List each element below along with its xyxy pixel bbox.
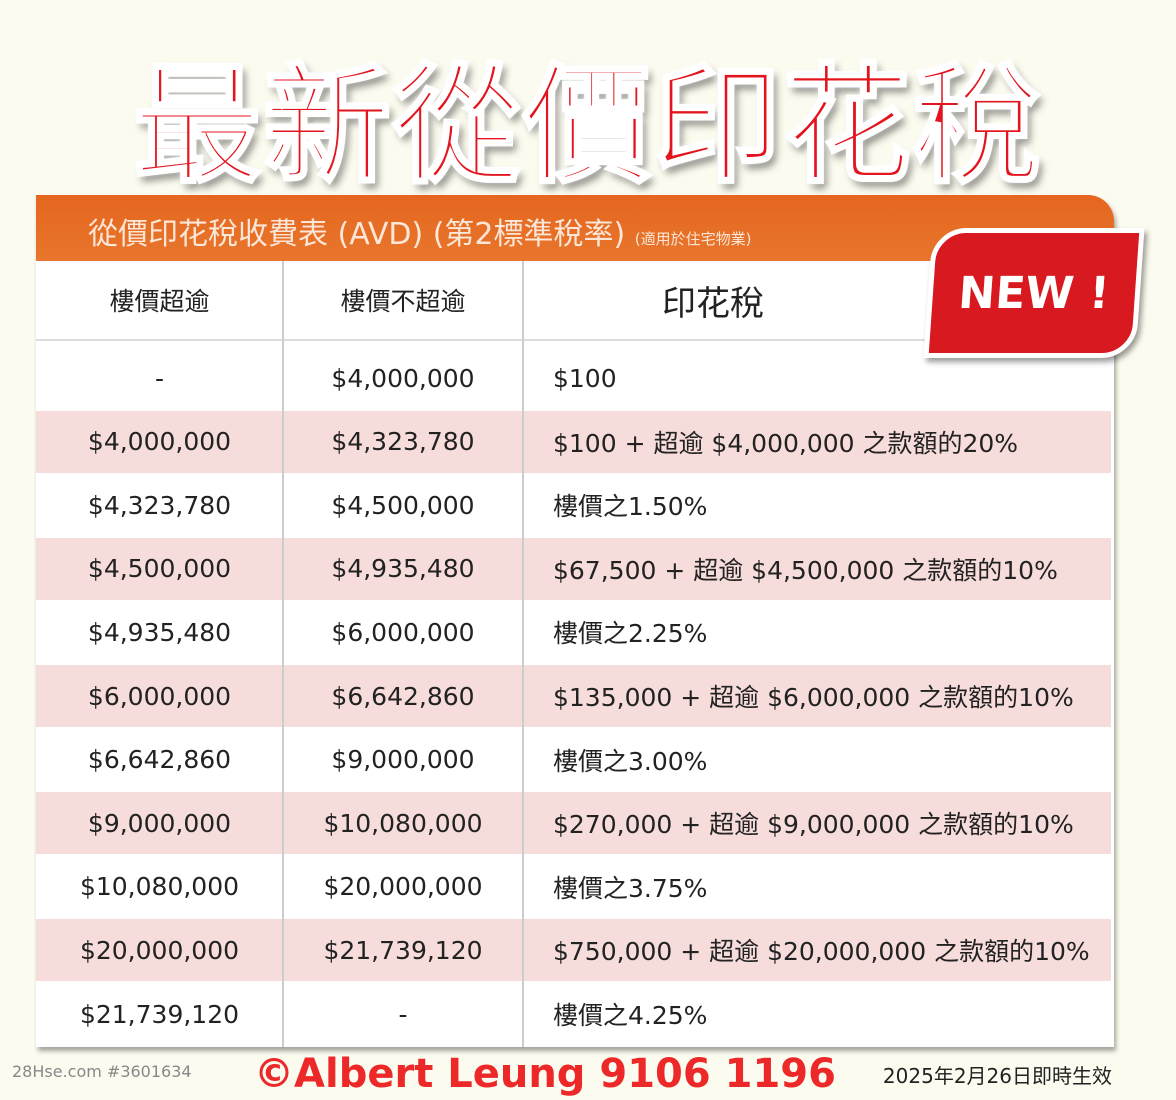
price-not-above-cell: $10,080,000 <box>323 808 483 838</box>
table-row: $4,323,780 $4,500,000 樓價之1.50% <box>36 474 1111 536</box>
stamp-duty-cell: 樓價之3.00% <box>553 746 708 776</box>
price-above-cell: $21,739,120 <box>79 999 240 1029</box>
table-row: $6,000,000 $6,642,860 $135,000 + 超逾 $6,000… <box>36 665 1111 727</box>
price-above-cell: $9,000,000 <box>87 808 232 838</box>
stamp-duty-cell: 樓價之2.25% <box>553 619 708 649</box>
stamp-duty-cell: 樓價之1.50% <box>553 492 708 522</box>
header-price-not-above: 樓價不超逾 <box>340 287 466 316</box>
effective-date: 2025年2月26日即時生效 <box>882 1064 1112 1088</box>
new-badge: NEW ! <box>923 228 1145 358</box>
price-not-above-cell: $21,739,120 <box>323 935 483 965</box>
column-divider <box>522 261 524 1047</box>
price-not-above-cell: $4,935,480 <box>331 554 475 584</box>
price-above-cell: $6,000,000 <box>87 681 232 711</box>
price-above-cell: $4,323,780 <box>87 490 232 520</box>
price-not-above-cell: - <box>398 999 408 1029</box>
column-divider <box>282 261 284 1047</box>
stamp-duty-cell: $135,000 + 超逾 $6,000,000 之款額的10% <box>553 683 1074 712</box>
caption-note: (適用於住宅物業) <box>634 230 752 248</box>
stamp-duty-cell: 樓價之4.25% <box>553 1001 708 1030</box>
price-above-cell: $6,642,860 <box>87 745 232 775</box>
source-label: 28Hse.com #3601634 <box>12 1062 192 1081</box>
stamp-duty-cell: $100 + 超逾 $4,000,000 之款額的20% <box>553 428 1019 458</box>
header-price-above: 樓價超逾 <box>109 287 210 316</box>
table-row: $4,500,000 $4,935,480 $67,500 + 超逾 $4,500,… <box>36 537 1111 600</box>
caption-text: 從價印花稅收費表 (AVD) (第2標準稅率) <box>88 217 626 252</box>
price-not-above-cell: $6,642,860 <box>331 681 475 711</box>
price-above-cell: $4,935,480 <box>87 617 232 647</box>
table-row: $10,080,000 $20,000,000 樓價之3.75% <box>36 856 1111 918</box>
price-above-cell: $20,000,000 <box>79 935 240 965</box>
price-not-above-cell: $6,000,000 <box>331 617 475 647</box>
header-stamp-duty: 印花稅 <box>662 283 764 324</box>
stamp-duty-cell: $67,500 + 超逾 $4,500,000 之款額的10% <box>553 555 1058 585</box>
page-title: 最新從價印花稅 <box>131 51 1043 203</box>
stamp-duty-cell: $750,000 + 超逾 $20,000,000 之款額的10% <box>553 937 1090 967</box>
price-not-above-cell: $9,000,000 <box>331 745 475 775</box>
stamp-duty-cell: $100 <box>553 363 617 393</box>
table-row: $6,642,860 $9,000,000 樓價之3.00% <box>36 729 1111 791</box>
price-above-cell: $4,000,000 <box>87 427 232 457</box>
price-not-above-cell: $4,500,000 <box>331 490 475 520</box>
stamp-duty-cell: 樓價之3.75% <box>553 873 708 903</box>
table-row: $4,000,000 $4,323,780 $100 + 超逾 $4,000,000… <box>36 410 1111 473</box>
table-row: $21,739,120 - 樓價之4.25% <box>36 983 1111 1045</box>
table-row: $4,935,480 $6,000,000 樓價之2.25% <box>36 601 1111 663</box>
stamp-duty-cell: $270,000 + 超逾 $9,000,000 之款額的10% <box>553 810 1074 840</box>
table-header: 樓價超逾 樓價不超逾 印花稅 <box>36 261 1114 341</box>
price-above-cell: $4,500,000 <box>87 554 232 584</box>
table-row: $20,000,000 $21,739,120 $750,000 + 超逾 $20,… <box>36 919 1111 982</box>
price-above-cell: $10,080,000 <box>79 872 240 902</box>
price-not-above-cell: $4,323,780 <box>331 427 475 457</box>
price-not-above-cell: $4,000,000 <box>331 363 475 393</box>
watermark: ©Albert Leung 9106 1196 <box>254 1051 836 1097</box>
table-row: $9,000,000 $10,080,000 $270,000 + 超逾 $9,00… <box>36 792 1111 855</box>
price-not-above-cell: $20,000,000 <box>323 872 483 902</box>
price-above-cell: - <box>154 363 165 393</box>
table-row: - $4,000,000 $100 <box>36 347 1111 409</box>
